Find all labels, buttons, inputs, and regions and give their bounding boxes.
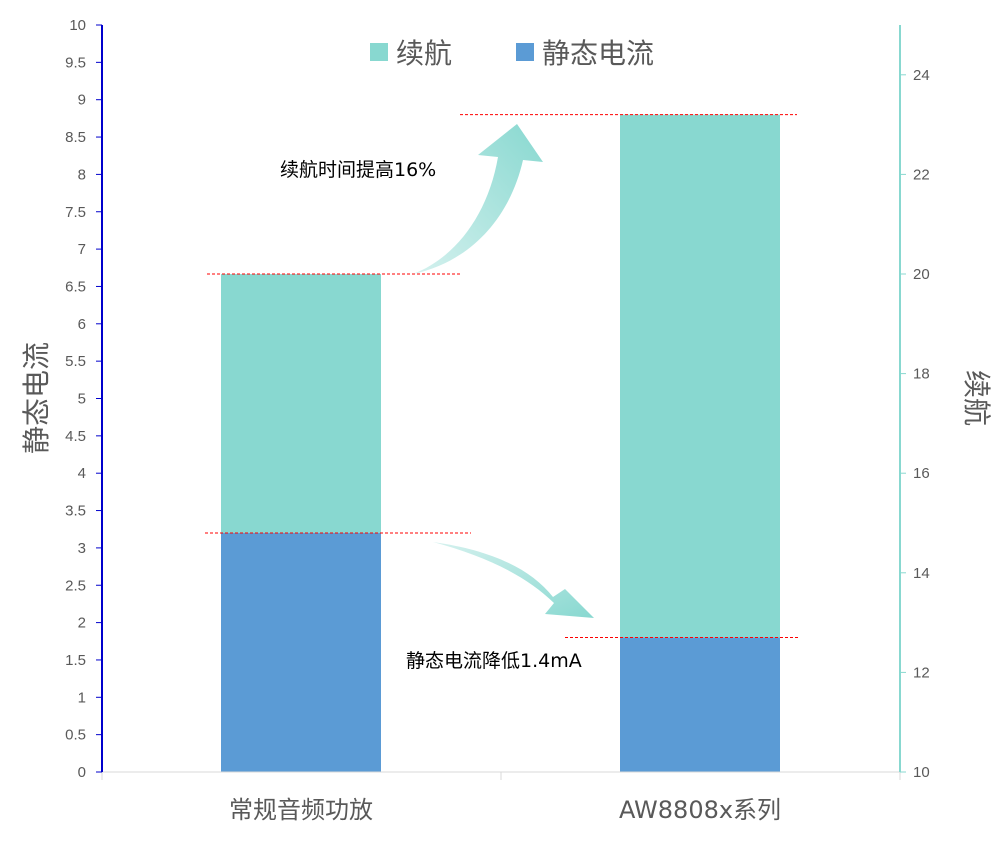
bar-segment-quiescent-current [620,637,780,772]
x-category-label: AW8808x系列 [619,796,781,824]
y2-tick-label: 10 [913,764,930,781]
y2-tick-label: 16 [913,465,930,482]
annotation-decrease: 静态电流降低1.4mA [406,650,582,672]
bars-layer [221,114,780,772]
y2-tick-label: 22 [913,166,930,183]
legend-label-quiescent-current: 静态电流 [542,37,654,70]
annotation-increase: 续航时间提高16% [280,159,436,181]
y2-tick-label: 24 [913,67,930,84]
y-axis-title: 静态电流 [20,342,53,454]
y-tick-label: 3 [78,540,86,557]
y-tick-label: 3.5 [65,503,86,520]
y-tick-label: 10 [69,17,86,34]
y-tick-label: 1.5 [65,652,86,669]
y-tick-label: 8 [78,166,86,183]
bar-segment-endurance [221,274,381,533]
reference-lines [205,114,798,639]
y-tick-label: 7 [78,241,86,258]
y2-tick-label: 12 [913,664,930,681]
y-tick-label: 0.5 [65,727,86,744]
y2-tick-label: 14 [913,565,930,582]
y2-axis-title: 续航 [960,370,993,426]
y2-tick-label: 18 [913,366,930,383]
bar-segment-endurance [620,114,780,638]
y-tick-label: 2 [78,615,86,632]
y-tick-label: 6.5 [65,278,86,295]
legend-label-endurance: 续航 [396,37,452,70]
ticks-layer: 0 0.5 1 1.5 2 2.5 3 3.5 4 4.5 5 5.5 6 6.5 7 7.5 8 8.5 9 9.5… [65,17,930,781]
y-tick-label: 9.5 [65,54,86,71]
bar-segment-quiescent-current [221,532,381,772]
y-tick-label: 9 [78,92,86,109]
legend: 续航 静态电流 [370,37,654,70]
y-tick-label: 6 [78,316,86,333]
y-tick-label: 8.5 [65,129,86,146]
legend-swatch-endurance [370,43,388,61]
y-tick-label: 2.5 [65,577,86,594]
y2-tick-label: 20 [913,266,930,283]
y-tick-label: 4.5 [65,428,86,445]
y-tick-label: 0 [78,764,86,781]
y-tick-label: 4 [78,465,86,482]
y-tick-label: 5.5 [65,353,86,370]
legend-swatch-quiescent-current [516,43,534,61]
x-category-label: 常规音频功放 [229,796,373,824]
y-tick-label: 1 [78,689,86,706]
increase-arrow [413,124,543,274]
y-tick-label: 5 [78,391,86,408]
decrease-arrow [433,542,594,618]
y-tick-label: 7.5 [65,204,86,221]
